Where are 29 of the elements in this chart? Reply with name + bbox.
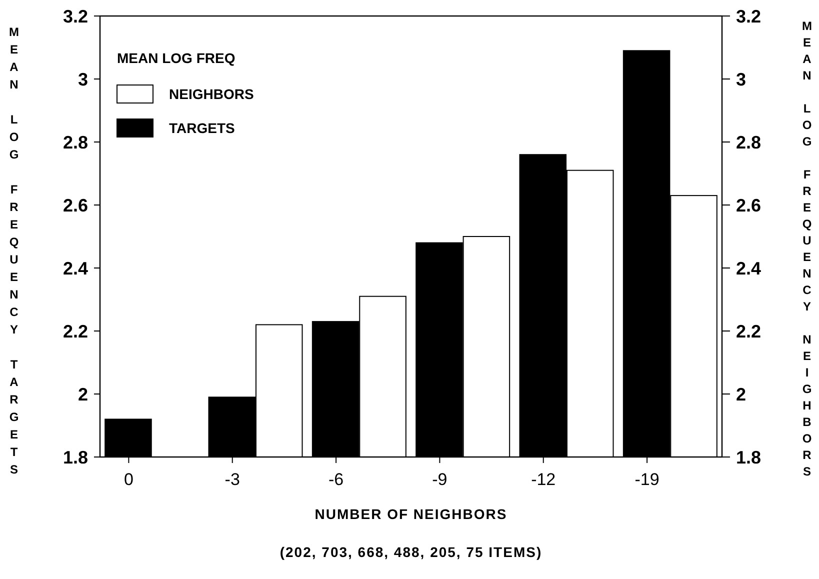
y2-tick-label: 2.6	[736, 195, 762, 216]
y-tick-label: 1.8	[62, 447, 88, 468]
text: MEAN LOG FREQUENCY TARGETS	[9, 25, 19, 476]
y-tick-label: 2	[78, 384, 88, 404]
y-tick-label: 3.2	[62, 6, 88, 26]
y2-tick-label: 2.8	[736, 132, 762, 152]
legend-label: NEIGHBORS	[169, 86, 254, 102]
x-tick-label: -3	[224, 470, 240, 489]
legend-label: TARGETS	[169, 120, 235, 136]
legend-title: MEAN LOG FREQ	[117, 50, 236, 66]
x-tick-label: -12	[531, 470, 556, 489]
text: MEAN LOG FREQUENCY NEIGHBORS	[802, 19, 812, 478]
x-tick-label: -9	[432, 470, 448, 489]
text: (202, 703, 668, 488, 205, 75 ITEMS)	[280, 544, 542, 560]
x-tick-label: -6	[328, 470, 344, 489]
x-tick-label: 0	[124, 470, 134, 489]
y2-tick-label: 3	[736, 69, 746, 90]
y2-tick-label: 1.8	[736, 447, 762, 468]
y-tick-label: 2.2	[62, 321, 88, 342]
y-tick-label: 2.8	[62, 132, 88, 152]
y-tick-label: 2.4	[62, 258, 88, 278]
y2-tick-label: 3.2	[736, 6, 762, 26]
y-tick-label: 3	[78, 69, 88, 90]
y2-tick-label: 2	[736, 384, 746, 404]
x-axis-title: NUMBER OF NEIGHBORS	[314, 506, 508, 522]
y-tick-label: 2.6	[62, 195, 88, 216]
x-tick-label: -19	[634, 470, 660, 489]
y2-tick-label: 2.2	[736, 321, 762, 342]
y2-tick-label: 2.4	[736, 258, 762, 278]
